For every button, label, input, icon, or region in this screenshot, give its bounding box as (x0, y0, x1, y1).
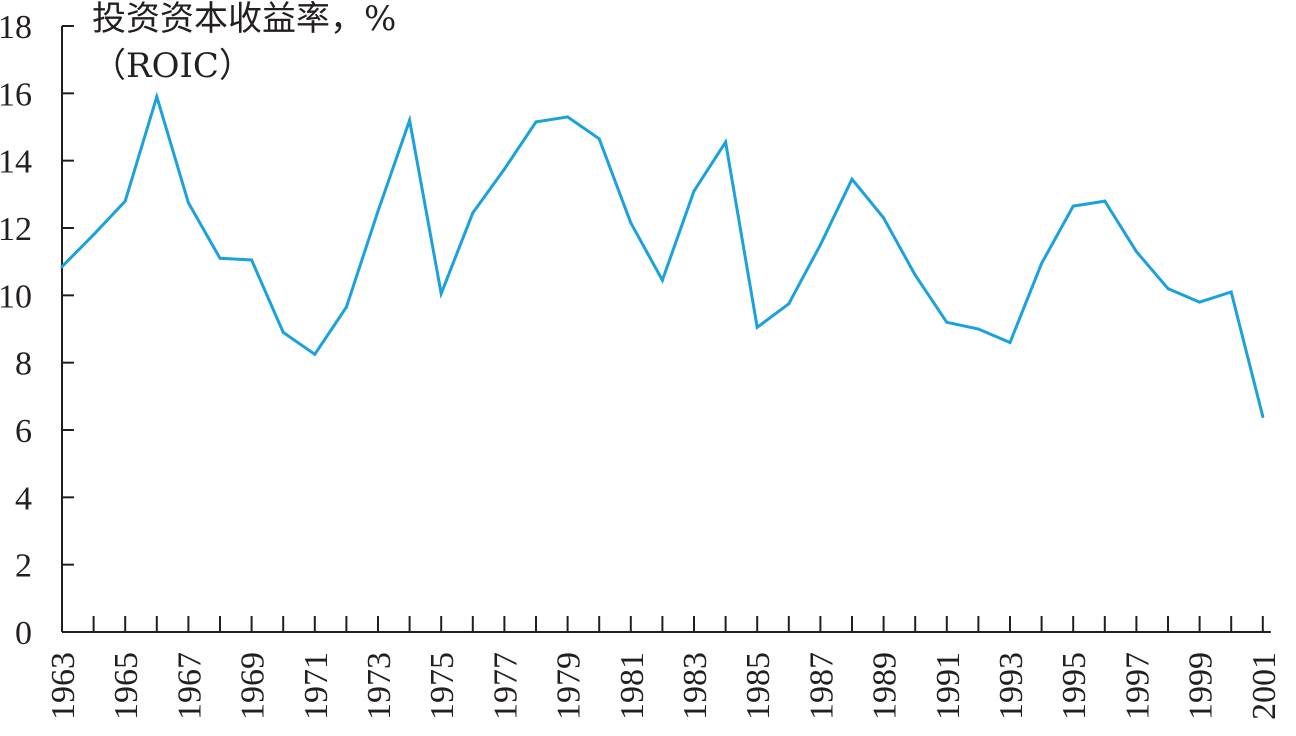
data-point (376, 209, 380, 213)
data-point (1071, 204, 1075, 208)
data-point (913, 273, 917, 277)
data-point (218, 256, 222, 260)
y-tick-label: 12 (0, 211, 32, 248)
x-tick-label: 1997 (1119, 652, 1156, 720)
data-point (534, 120, 538, 124)
x-tick-label: 1977 (487, 652, 524, 720)
y-tick-label: 0 (15, 615, 32, 652)
y-tick-label: 6 (15, 413, 32, 450)
y-tick-label: 2 (15, 548, 32, 585)
x-tick-label: 1973 (361, 652, 398, 720)
data-point (724, 140, 728, 144)
y-axis-subtitle: （ROIC） (92, 46, 253, 86)
data-point (313, 352, 317, 356)
data-point (155, 95, 159, 99)
data-point (1229, 290, 1233, 294)
y-tick-label: 18 (0, 9, 32, 46)
x-tick-label: 1969 (235, 652, 272, 720)
data-point (660, 278, 664, 282)
x-tick-label: 2001 (1246, 652, 1283, 720)
data-point (566, 115, 570, 119)
x-tick-label: 1975 (424, 652, 461, 720)
y-tick-label: 8 (15, 346, 32, 383)
data-point (186, 201, 190, 205)
data-point (1040, 261, 1044, 265)
x-tick-label: 1987 (803, 652, 840, 720)
x-tick-label: 1991 (930, 652, 967, 720)
x-tick-label: 1967 (171, 652, 208, 720)
data-point (250, 258, 254, 262)
y-axis: 0 2 4 6 8 10 12 14 16 18 (0, 9, 74, 652)
data-point (408, 118, 412, 122)
roic-series-line (60, 91, 1265, 417)
data-point (945, 320, 949, 324)
data-point (1166, 287, 1170, 291)
y-tick-label: 4 (15, 480, 32, 517)
data-point (1103, 199, 1107, 203)
data-point (1261, 415, 1265, 418)
data-point (629, 221, 633, 225)
x-tick-label: 1983 (677, 652, 714, 720)
y-tick-label: 10 (0, 278, 32, 315)
data-point (787, 302, 791, 306)
y-tick-label: 16 (0, 76, 32, 113)
x-axis: 1963 1965 1967 1969 1971 1973 1975 1977 1979 1981… (45, 616, 1283, 720)
plot-area (60, 91, 1265, 418)
data-point (439, 292, 443, 296)
data-point (755, 325, 759, 329)
x-tick-label: 1989 (867, 652, 904, 720)
data-point (1008, 341, 1012, 344)
data-point (281, 330, 285, 334)
data-point (818, 243, 822, 247)
data-point (976, 327, 980, 331)
data-point (502, 167, 506, 171)
x-tick-label: 1999 (1183, 652, 1220, 720)
data-point (1198, 300, 1202, 304)
data-point (123, 199, 127, 203)
x-tick-label: 1971 (298, 652, 335, 720)
data-point (92, 233, 96, 237)
data-point (692, 189, 696, 193)
data-point (882, 216, 886, 220)
data-point (850, 177, 854, 181)
data-point (60, 265, 64, 269)
data-point (344, 305, 348, 309)
data-point (471, 211, 475, 215)
data-point (1134, 250, 1138, 254)
x-tick-label: 1995 (1056, 652, 1093, 720)
y-tick-label: 14 (0, 144, 32, 181)
x-tick-label: 1963 (45, 652, 82, 720)
x-tick-label: 1965 (108, 652, 145, 720)
data-point (597, 137, 601, 141)
x-tick-label: 1981 (614, 652, 651, 720)
y-axis-title: 投资资本收益率，% (92, 0, 396, 39)
x-tick-label: 1993 (993, 652, 1030, 720)
x-tick-label: 1985 (740, 652, 777, 720)
x-tick-label: 1979 (551, 652, 588, 720)
